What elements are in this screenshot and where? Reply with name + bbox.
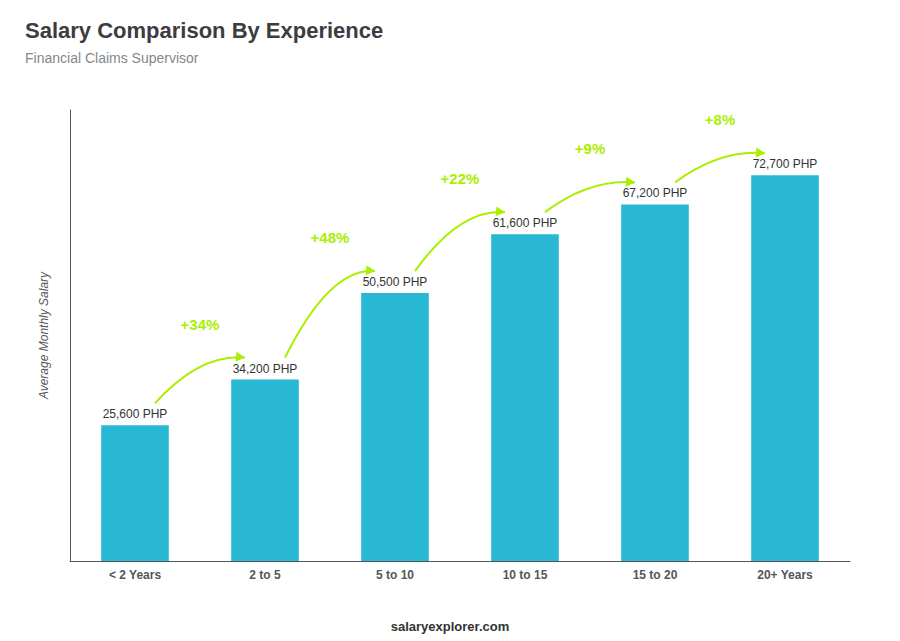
svg-text:Financial Claims Supervisor: Financial Claims Supervisor bbox=[25, 50, 199, 66]
svg-text:20+ Years: 20+ Years bbox=[757, 568, 813, 582]
svg-text:34,200 PHP: 34,200 PHP bbox=[233, 362, 298, 376]
svg-text:+48%: +48% bbox=[311, 229, 350, 246]
svg-text:61,600 PHP: 61,600 PHP bbox=[493, 216, 558, 230]
svg-text:67,200 PHP: 67,200 PHP bbox=[623, 186, 688, 200]
svg-text:10 to 15: 10 to 15 bbox=[503, 568, 548, 582]
svg-text:50,500 PHP: 50,500 PHP bbox=[363, 275, 428, 289]
svg-text:+22%: +22% bbox=[441, 170, 480, 187]
svg-text:salaryexplorer.com: salaryexplorer.com bbox=[391, 619, 510, 634]
svg-text:72,700 PHP: 72,700 PHP bbox=[753, 157, 818, 171]
svg-text:25,600 PHP: 25,600 PHP bbox=[103, 407, 168, 421]
svg-text:< 2 Years: < 2 Years bbox=[109, 568, 161, 582]
svg-text:15 to 20: 15 to 20 bbox=[633, 568, 678, 582]
svg-text:+8%: +8% bbox=[705, 111, 735, 128]
svg-text:5 to 10: 5 to 10 bbox=[376, 568, 414, 582]
svg-text:Salary Comparison By Experienc: Salary Comparison By Experience bbox=[25, 18, 383, 43]
svg-text:2 to 5: 2 to 5 bbox=[249, 568, 281, 582]
svg-text:+9%: +9% bbox=[575, 140, 605, 157]
svg-text:+34%: +34% bbox=[181, 316, 220, 333]
svg-text:Average Monthly Salary: Average Monthly Salary bbox=[37, 271, 51, 400]
